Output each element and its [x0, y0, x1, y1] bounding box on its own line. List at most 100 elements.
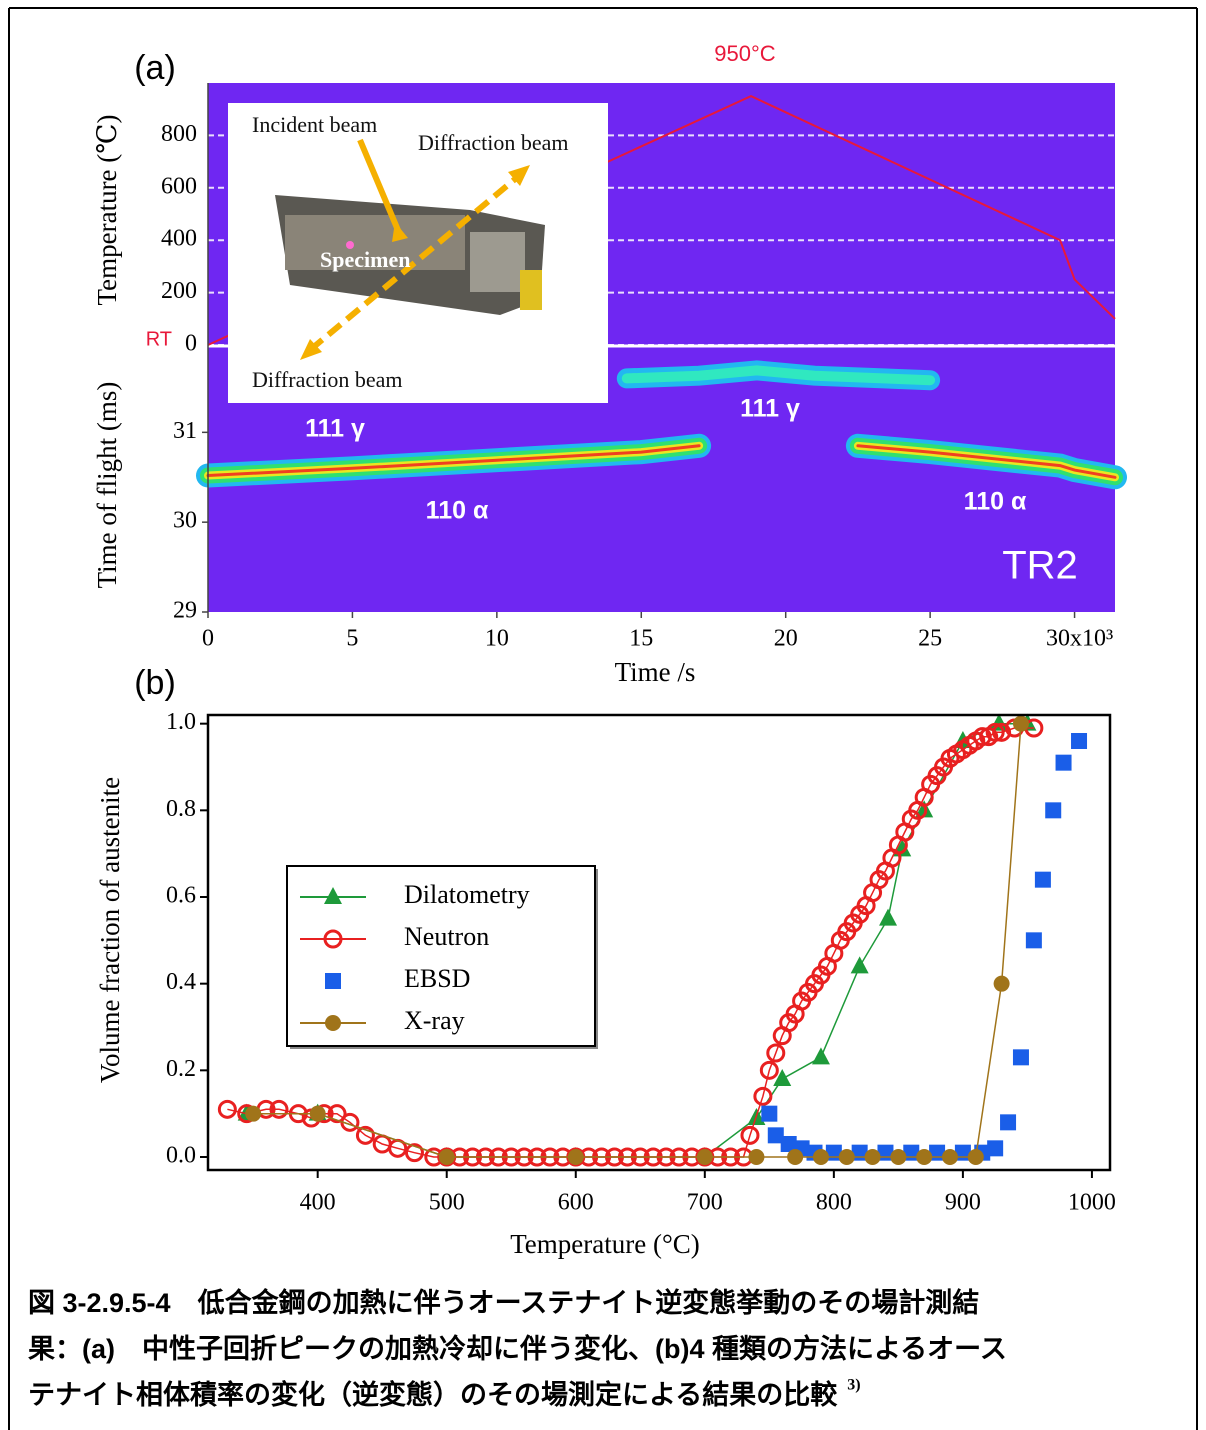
y-tick-label: 0.2 — [166, 1056, 196, 1082]
marker — [811, 1047, 830, 1065]
marker — [309, 1105, 326, 1122]
marker — [753, 1086, 773, 1106]
inset-label: Incident beam — [252, 112, 377, 137]
x-tick-label: 700 — [687, 1190, 723, 1216]
y-tick-label: 0.0 — [166, 1143, 196, 1169]
y2-axis-title: Time of flight (ms) — [92, 382, 122, 589]
marker — [1071, 733, 1088, 749]
y2-tick-label: 30 — [173, 508, 197, 534]
marker — [787, 1149, 804, 1165]
y-tick-label: 0.8 — [166, 796, 196, 822]
panel-a-labels: 0 200 400 600 800 29 30 31 0 5 10 15 20 25 30x10³ 111 γ… — [92, 41, 1113, 687]
incident-arrow — [357, 138, 403, 237]
x-tick-label: 400 — [300, 1190, 336, 1216]
caption-line: 果：(a) 中性子回折ピークの加熱冷却に伴う変化、(b)4 種類の方法によるオー… — [28, 1333, 1007, 1364]
marker — [1034, 871, 1051, 888]
marker — [864, 1149, 881, 1165]
caption-line: テナイト相体積率の変化（逆変態）のその場測定による結果の比較 — [28, 1379, 838, 1410]
marker — [217, 1099, 237, 1119]
legend-label: Dilatometry — [404, 880, 530, 909]
marker — [890, 1149, 907, 1165]
x-axis-title: Time /s — [615, 657, 696, 687]
marker — [767, 1127, 784, 1144]
x-axis-title: Temperature (°C) — [510, 1229, 700, 1259]
marker — [985, 722, 1005, 742]
legend-marker — [324, 887, 342, 904]
x-tick-label: 25 — [918, 626, 942, 652]
legend-marker — [323, 929, 343, 949]
arrow-head — [508, 165, 530, 186]
x-tick-label: 10 — [485, 626, 509, 652]
y-axis-title: Volume fraction of austenite — [95, 777, 125, 1083]
marker — [269, 1099, 289, 1119]
inset-label: Diffraction beam — [418, 130, 568, 155]
annotation: RT — [146, 328, 172, 350]
marker — [987, 1140, 1004, 1157]
marker — [245, 1105, 262, 1122]
caption-reference: 3) — [847, 1377, 860, 1394]
inset-tube — [285, 215, 465, 270]
inset-holder — [470, 232, 525, 292]
arrow-head — [300, 339, 322, 360]
x-tick-label: 1000 — [1068, 1190, 1116, 1216]
marker — [838, 1149, 855, 1165]
panel-b: 0.0 0.2 0.4 0.6 0.8 1.0 400 500 600 700 800 900 1000… — [95, 664, 1116, 1259]
series-line — [227, 727, 1034, 1158]
y-tick-label: 0.4 — [166, 969, 196, 995]
marker — [404, 1143, 424, 1163]
y2-tick-label: 31 — [173, 418, 197, 444]
x-tick-label: 15 — [629, 626, 653, 652]
x-tick-label: 600 — [558, 1190, 594, 1216]
marker — [740, 1125, 760, 1145]
marker — [759, 1060, 779, 1080]
marker — [967, 1149, 984, 1165]
marker — [1000, 1114, 1017, 1131]
x-tick-label: 0 — [202, 626, 214, 652]
inset-label: Diffraction beam — [252, 367, 402, 392]
y-tick-label: 0.6 — [166, 883, 196, 909]
x-tick-label: 5 — [346, 626, 358, 652]
marker — [1012, 1049, 1029, 1066]
caption: 図 3-2.9.5-4 低合金鋼の加熱に伴うオーステナイト逆変態挙動のその場計測… — [28, 1287, 1007, 1410]
marker — [1045, 802, 1062, 819]
marker — [327, 1104, 347, 1124]
panel-label: (b) — [134, 664, 176, 702]
marker — [567, 1149, 584, 1165]
x-tick-label: 500 — [429, 1190, 465, 1216]
legend-marker — [325, 973, 341, 989]
marker — [1012, 715, 1029, 732]
marker — [993, 975, 1010, 992]
x-tick-label: 30x10³ — [1046, 626, 1113, 652]
peak-label: 111 γ — [740, 395, 800, 423]
panel-label: (a) — [134, 49, 176, 87]
marker — [766, 1043, 786, 1063]
inset-specimen — [346, 241, 354, 249]
x-tick-label: 20 — [774, 626, 798, 652]
series-line — [253, 723, 1022, 1158]
plot-frame — [206, 713, 1112, 1172]
marker — [941, 1149, 958, 1165]
marker — [850, 956, 869, 974]
marker — [696, 1149, 713, 1165]
marker — [748, 1149, 765, 1165]
legend: Dilatometry Neutron EBSD X-ray — [286, 865, 598, 1049]
peak-label: 111 γ — [305, 415, 365, 443]
y-axis-title: Temperature (℃) — [92, 115, 122, 306]
y-tick-label: 1.0 — [166, 709, 196, 735]
peak-band — [621, 365, 936, 386]
marker — [355, 1125, 375, 1145]
x-tick-label: 800 — [816, 1190, 852, 1216]
y-tick-label: 200 — [161, 278, 197, 304]
marker — [1055, 754, 1072, 771]
inset-label: Specimen — [320, 247, 410, 272]
peak-label: 110 α — [964, 488, 1027, 516]
caption-line: 図 3-2.9.5-4 低合金鋼の加熱に伴うオーステナイト逆変態挙動のその場計測… — [28, 1287, 979, 1318]
inset — [228, 103, 608, 403]
annotation: 950°C — [714, 41, 776, 66]
legend-label: EBSD — [404, 964, 470, 993]
x-tick-label: 900 — [945, 1190, 981, 1216]
inset-clip — [520, 270, 542, 310]
marker — [761, 1105, 778, 1122]
y-tick-label: 800 — [161, 121, 197, 147]
